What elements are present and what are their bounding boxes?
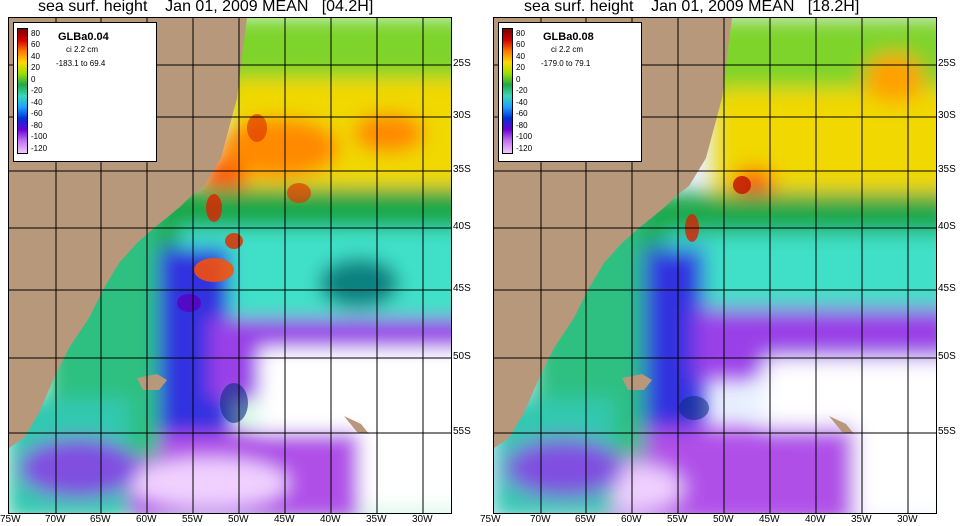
lon-label-left: 40W xyxy=(320,514,341,525)
lon-label-left: 30W xyxy=(412,514,433,525)
lat-label-left: 50S xyxy=(453,351,471,362)
colorbar-tick: 0 xyxy=(31,75,36,84)
lon-label-left: 50W xyxy=(228,514,249,525)
lon-label-right: 55W xyxy=(667,514,688,525)
colorbar-tick: 60 xyxy=(31,40,40,49)
lon-label-right: 50W xyxy=(713,514,734,525)
colorbar-tick: 80 xyxy=(31,29,40,38)
lon-label-right: 60W xyxy=(621,514,642,525)
lat-label-left: 45S xyxy=(453,283,471,294)
lon-label-left: 65W xyxy=(90,514,111,525)
lon-label-right: 75W xyxy=(480,514,501,525)
right-map-panel: 80 60 40 20 0 -20 -40 -60 -80 -100 -120 … xyxy=(493,17,937,514)
left-legend: 80 60 40 20 0 -20 -40 -60 -80 -100 -120 … xyxy=(13,22,157,162)
lat-label-right: 25S xyxy=(938,58,956,69)
colorbar-tick: -20 xyxy=(516,86,528,95)
left-map xyxy=(9,18,451,513)
colorbar-tick: -60 xyxy=(516,109,528,118)
lat-label-right: 50S xyxy=(938,351,956,362)
colorbar xyxy=(17,28,28,154)
lon-label-right: 65W xyxy=(575,514,596,525)
lat-label-right: 45S xyxy=(938,283,956,294)
lat-label-right: 30S xyxy=(938,110,956,121)
colorbar-tick: 80 xyxy=(516,29,525,38)
lon-label-right: 35W xyxy=(851,514,872,525)
right-panel-title: sea surf. height Jan 01, 2009 MEAN [18.2… xyxy=(524,0,860,15)
colorbar-tick: 20 xyxy=(31,63,40,72)
colorbar-tick: -40 xyxy=(516,98,528,107)
colorbar xyxy=(502,28,513,154)
lon-label-left: 60W xyxy=(136,514,157,525)
lon-label-left: 55W xyxy=(182,514,203,525)
colorbar-tick: 40 xyxy=(516,52,525,61)
land-south-georgia xyxy=(344,416,369,434)
colorbar-tick: -80 xyxy=(516,121,528,130)
lat-label-left: 40S xyxy=(453,221,471,232)
contour-interval: ci 2.2 cm xyxy=(66,45,99,54)
colorbar-tick: -100 xyxy=(516,132,533,141)
lon-label-right: 40W xyxy=(805,514,826,525)
left-panel-title: sea surf. height Jan 01, 2009 MEAN [04.2… xyxy=(38,0,374,15)
contour-interval: ci 2.2 cm xyxy=(551,45,584,54)
lon-label-right: 45W xyxy=(759,514,780,525)
right-legend: 80 60 40 20 0 -20 -40 -60 -80 -100 -120 … xyxy=(498,22,642,162)
lon-label-right: 30W xyxy=(897,514,918,525)
colorbar-tick: -20 xyxy=(31,86,43,95)
lon-label-right: 70W xyxy=(530,514,551,525)
lat-label-left: 55S xyxy=(453,426,471,437)
value-range: -183.1 to 69.4 xyxy=(56,59,106,68)
lat-label-right: 35S xyxy=(938,164,956,175)
colorbar-tick: -120 xyxy=(516,144,533,153)
lat-label-right: 55S xyxy=(938,426,956,437)
colorbar-tick: -100 xyxy=(31,132,48,141)
lat-label-left: 35S xyxy=(453,164,471,175)
land-falklands xyxy=(137,374,167,390)
lon-label-left: 75W xyxy=(0,514,21,525)
lon-label-left: 45W xyxy=(274,514,295,525)
model-name: GLBa0.04 xyxy=(58,31,109,43)
lat-label-right: 40S xyxy=(938,221,956,232)
colorbar-tick: 60 xyxy=(516,40,525,49)
colorbar-tick: -40 xyxy=(31,98,43,107)
colorbar-tick: -120 xyxy=(31,144,48,153)
lat-label-left: 30S xyxy=(453,110,471,121)
lat-label-left: 25S xyxy=(453,58,471,69)
left-map-panel: 80 60 40 20 0 -20 -40 -60 -80 -100 -120 … xyxy=(8,17,452,514)
value-range: -179.0 to 79.1 xyxy=(541,59,591,68)
colorbar-tick: 40 xyxy=(31,52,40,61)
land-falklands xyxy=(622,374,652,390)
model-name: GLBa0.08 xyxy=(543,31,594,43)
lon-label-left: 70W xyxy=(45,514,66,525)
land-south-georgia xyxy=(829,416,854,434)
colorbar-tick: -80 xyxy=(31,121,43,130)
lon-label-left: 35W xyxy=(366,514,387,525)
colorbar-tick: -60 xyxy=(31,109,43,118)
colorbar-tick: 0 xyxy=(516,75,521,84)
colorbar-tick: 20 xyxy=(516,63,525,72)
